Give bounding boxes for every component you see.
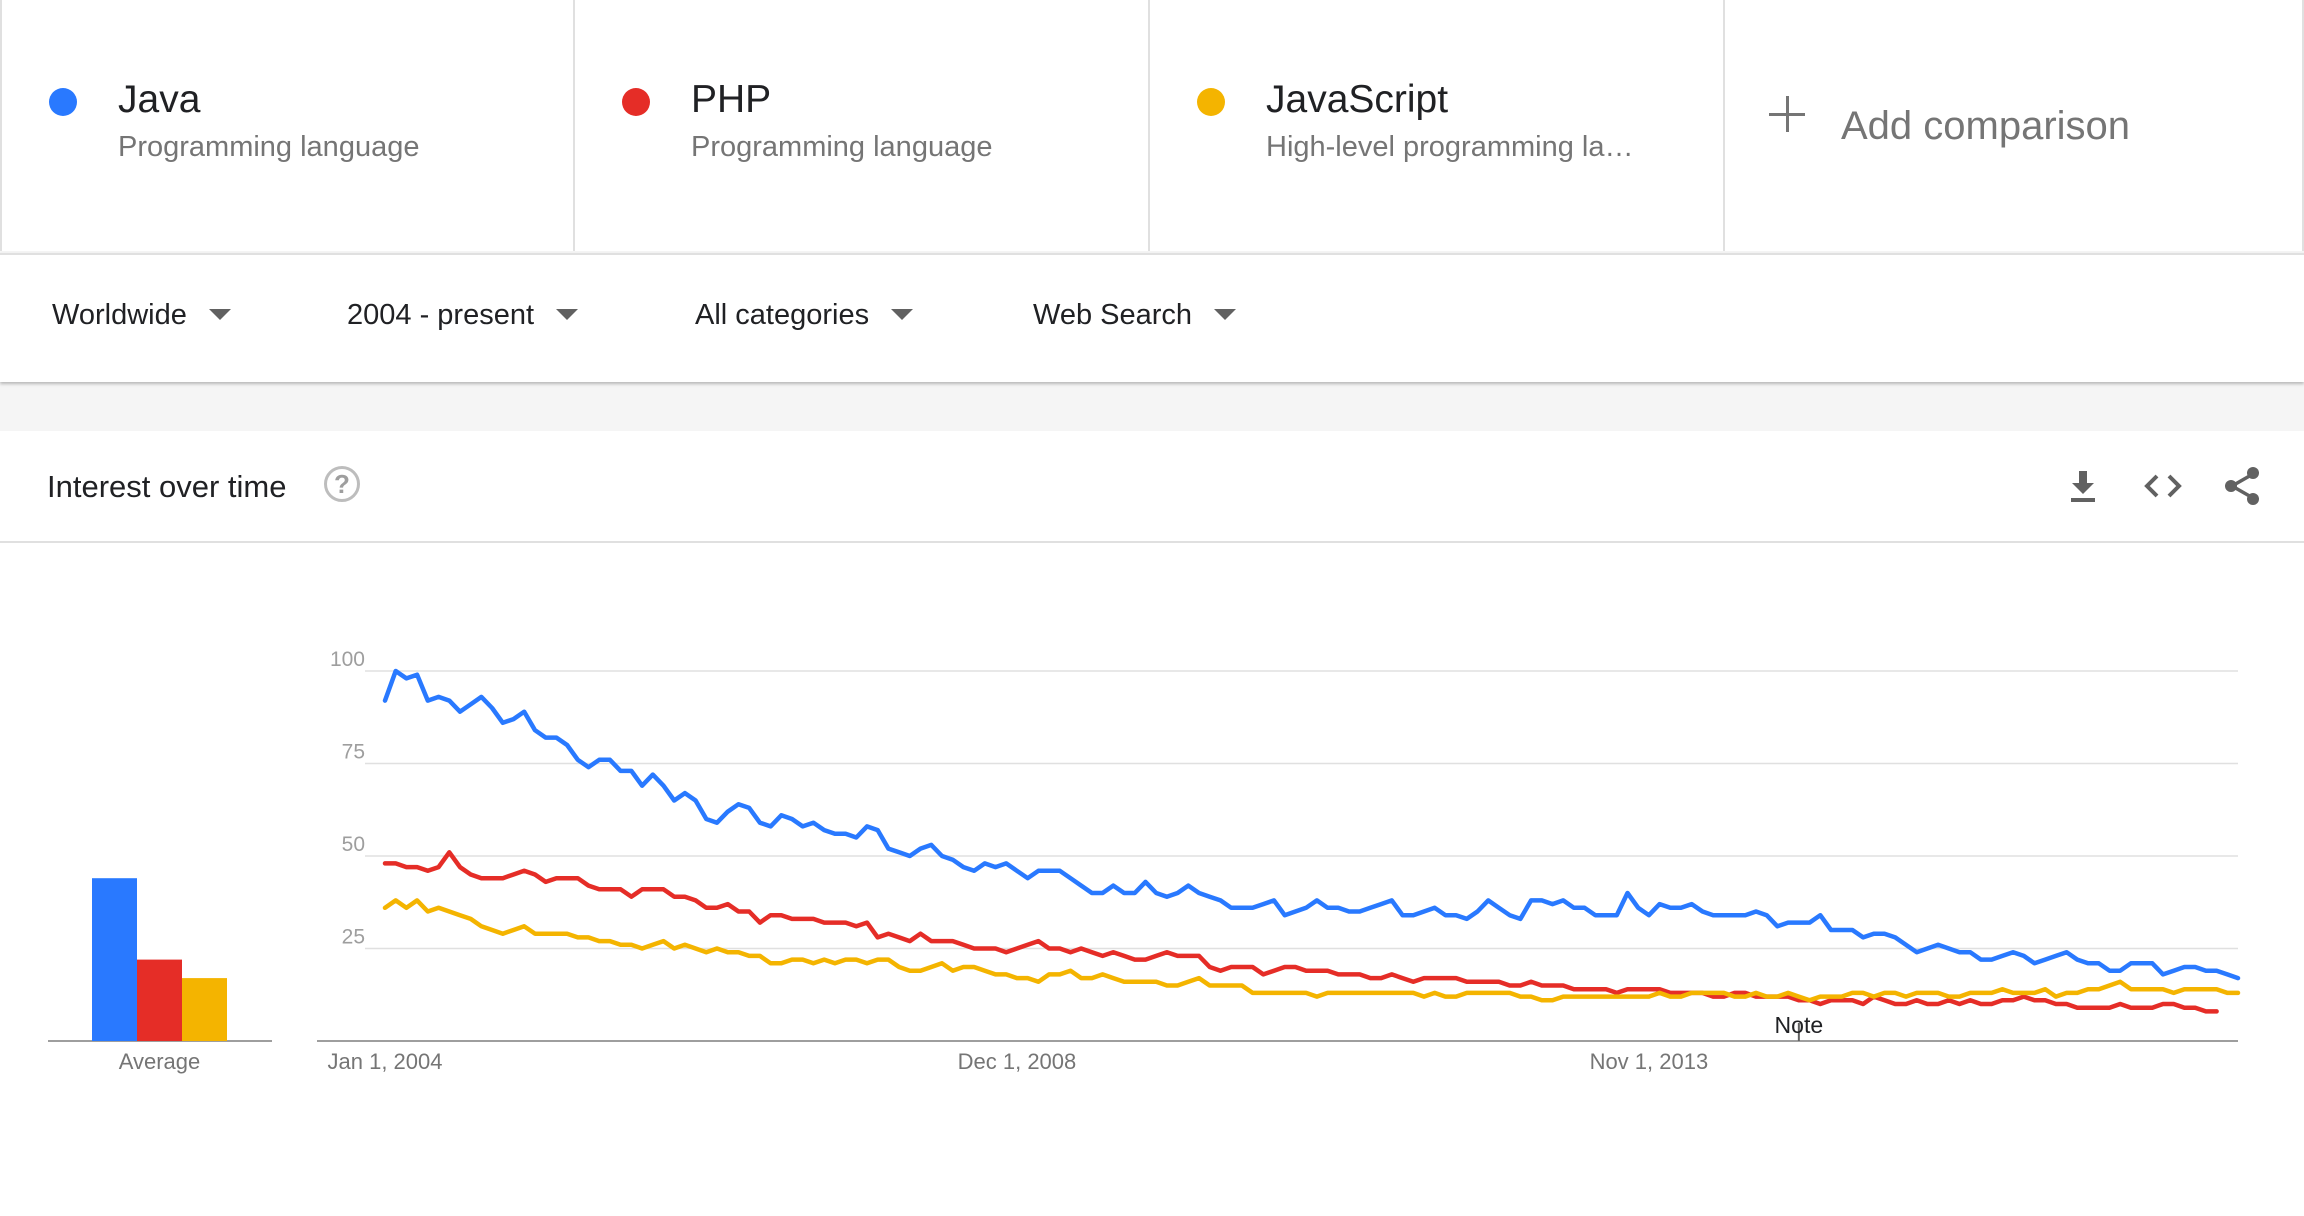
interest-over-time-card: Interest over time ? Average 100 7 [0, 431, 2304, 1216]
term-name[interactable]: Java [118, 78, 201, 121]
caret-down-icon [891, 309, 914, 320]
x-tick-label: Jan 1, 2004 [328, 1049, 443, 1074]
search-type-dropdown[interactable]: Web Search [1033, 299, 1237, 332]
chart-axis-labels: 100 75 50 25 Jan 1, 2004 Dec 1, 2008 Nov 1, 20… [328, 648, 1824, 1074]
series-line-javascript[interactable] [382, 898, 2241, 1003]
series-line-php[interactable] [382, 850, 2219, 1014]
interest-chart: Average 100 75 50 25 Jan 1, 2004 Dec 1, 2008 N… [48, 648, 2241, 1074]
y-tick-label: 75 [342, 741, 365, 764]
term-name[interactable]: PHP [691, 78, 772, 121]
term-subtitle: High-level programming la… [1266, 131, 1634, 163]
comparison-terms-bar: Java Programming language PHP Programmin… [0, 0, 2304, 251]
term-name[interactable]: JavaScript [1266, 78, 1449, 121]
term-card-javascript[interactable]: JavaScript High-level programming la… [1150, 0, 1725, 251]
add-comparison-button[interactable]: Add comparison [1725, 0, 2304, 251]
y-tick-label: 50 [342, 833, 365, 856]
download-icon[interactable] [2060, 463, 2106, 509]
term-card-java[interactable]: Java Programming language [0, 0, 575, 251]
filter-label: All categories [695, 299, 870, 331]
term-subtitle: Programming language [118, 131, 420, 163]
filter-label: Worldwide [52, 299, 187, 331]
help-icon[interactable]: ? [324, 466, 360, 502]
time-range-dropdown[interactable]: 2004 - present [347, 299, 579, 332]
filter-label: 2004 - present [347, 299, 535, 331]
caret-down-icon [556, 309, 579, 320]
x-tick-label: Nov 1, 2013 [1590, 1049, 1709, 1074]
term-card-php[interactable]: PHP Programming language [575, 0, 1150, 251]
region-filter-dropdown[interactable]: Worldwide [52, 299, 231, 332]
average-label: Average [119, 1049, 201, 1074]
chart-series-lines[interactable] [382, 668, 2241, 1014]
average-bar-java[interactable] [92, 878, 137, 1041]
term-subtitle: Programming language [691, 131, 993, 163]
series-color-dot [1197, 88, 1225, 116]
average-bar-javascript[interactable] [182, 978, 227, 1041]
note-label[interactable]: Note [1775, 1012, 1824, 1038]
share-icon[interactable] [2220, 463, 2266, 509]
series-color-dot [622, 88, 650, 116]
caret-down-icon [1214, 309, 1237, 320]
y-tick-label: 100 [330, 648, 365, 671]
average-bars: Average [48, 878, 272, 1074]
card-title: Interest over time [47, 469, 287, 504]
add-comparison-label: Add comparison [1841, 104, 2131, 148]
filter-label: Web Search [1033, 299, 1193, 331]
y-tick-label: 25 [342, 926, 365, 949]
plus-icon [1769, 96, 1805, 132]
card-header: Interest over time ? [0, 431, 2304, 543]
filters-bar: Worldwide 2004 - present All categories … [0, 253, 2304, 382]
chart-gridlines [317, 670, 2238, 1042]
x-tick-label: Dec 1, 2008 [958, 1049, 1077, 1074]
average-bar-php[interactable] [137, 959, 182, 1041]
series-color-dot [49, 88, 77, 116]
category-dropdown[interactable]: All categories [695, 299, 914, 332]
series-line-java[interactable] [382, 668, 2241, 981]
caret-down-icon [208, 309, 231, 320]
embed-code-icon[interactable] [2140, 463, 2186, 509]
